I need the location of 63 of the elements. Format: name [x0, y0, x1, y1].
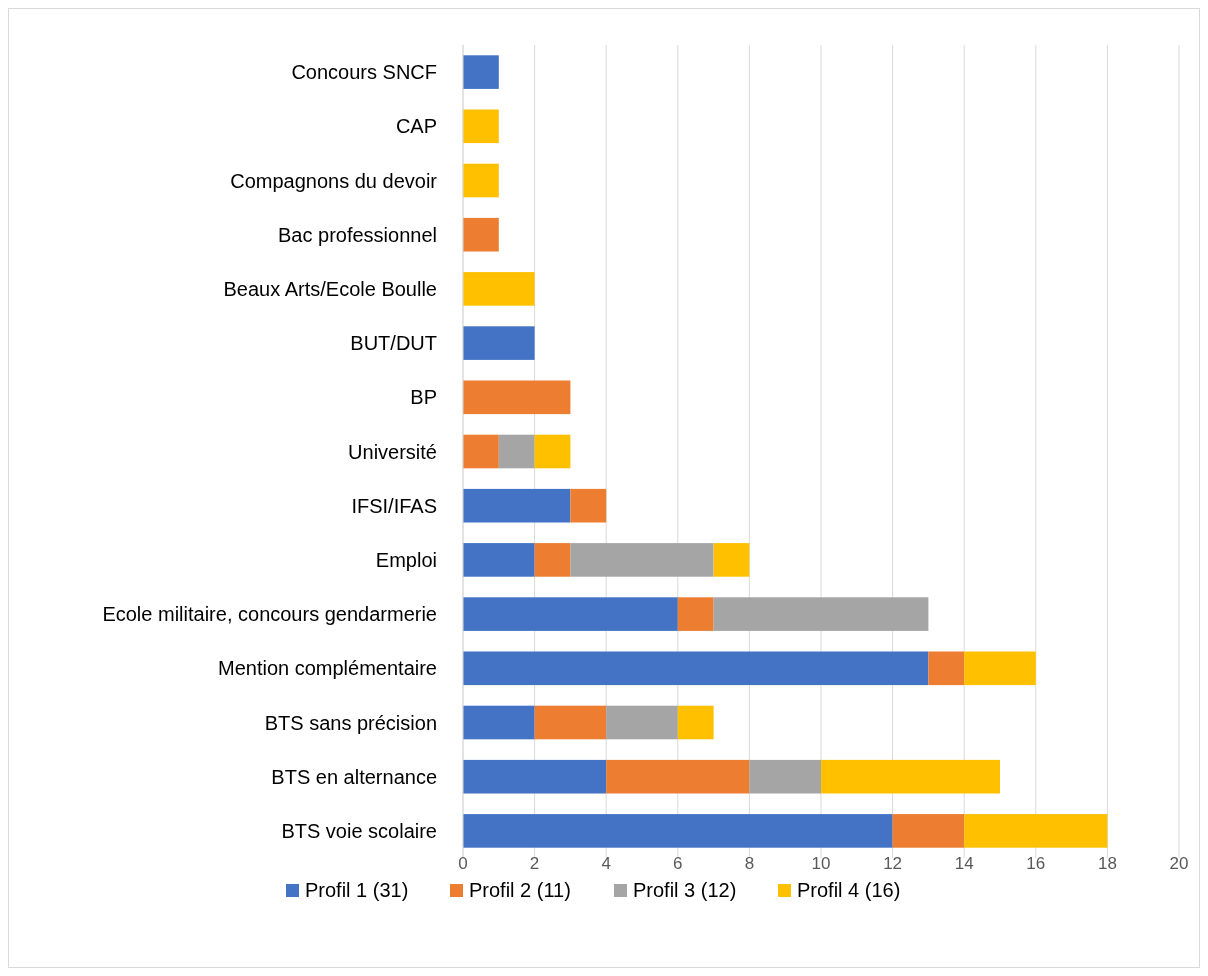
bar — [570, 543, 714, 577]
x-tick-label: 0 — [458, 854, 468, 873]
bar — [463, 597, 678, 631]
x-tick-label: 18 — [1097, 854, 1117, 873]
legend-label: Profil 3 (12) — [633, 879, 737, 901]
bar — [463, 488, 571, 523]
bar — [463, 109, 499, 144]
bar — [749, 759, 821, 794]
y-tick-label: BTS sans précision — [264, 711, 437, 734]
y-tick-label: IFSI/IFAS — [351, 494, 437, 517]
bar — [463, 55, 499, 89]
y-tick-label: Bac professionnel — [278, 223, 437, 246]
y-tick-label: Université — [348, 440, 437, 463]
bar — [463, 543, 535, 577]
bar — [534, 705, 607, 740]
x-tick-label: 12 — [883, 854, 903, 873]
x-tick-label: 16 — [1026, 854, 1046, 873]
y-tick-label: Compagnons du devoir — [230, 169, 438, 192]
bar — [534, 434, 571, 469]
x-tick-label: 8 — [744, 854, 755, 873]
bar — [463, 651, 929, 686]
bar — [606, 705, 678, 740]
x-tick-label: 4 — [601, 854, 611, 873]
bar — [463, 705, 535, 740]
y-tick-label: Emploi — [375, 548, 437, 571]
bar — [463, 759, 607, 794]
y-tick-label: BTS en alternance — [271, 765, 437, 788]
x-tick-label: 14 — [954, 854, 974, 873]
bar — [821, 759, 1000, 794]
y-tick-label: Concours SNCF — [291, 61, 437, 84]
bar — [677, 597, 714, 631]
y-tick-label: Beaux Arts/Ecole Boulle — [223, 277, 437, 300]
y-tick-label: CAP — [395, 115, 437, 138]
bar — [463, 434, 499, 469]
bar — [713, 543, 750, 577]
bar — [463, 326, 535, 360]
bar — [463, 814, 893, 848]
x-tick-label: 10 — [811, 854, 831, 873]
bar — [570, 488, 607, 523]
y-tick-label: Ecole militaire, concours gendarmerie — [102, 603, 437, 626]
y-tick-label: BTS voie scolaire — [281, 819, 437, 842]
y-tick-label: BP — [410, 386, 437, 409]
bar — [606, 759, 750, 794]
y-tick-label: BUT/DUT — [350, 332, 437, 355]
bar — [463, 217, 499, 252]
bar — [677, 705, 714, 740]
y-tick-label: Mention complémentaire — [218, 657, 437, 680]
bar — [534, 543, 571, 577]
bar — [713, 597, 929, 631]
bar — [928, 651, 965, 686]
bar — [463, 380, 571, 415]
bar — [498, 434, 535, 469]
bar — [964, 651, 1036, 686]
legend-label: Profil 1 (31) — [305, 879, 409, 901]
x-tick-label: 20 — [1169, 854, 1189, 873]
bar — [892, 814, 965, 848]
bar — [463, 272, 535, 306]
x-tick-label: 6 — [673, 854, 683, 873]
legend-label: Profil 2 (11) — [469, 879, 571, 901]
bar — [964, 814, 1108, 848]
bar — [463, 163, 499, 198]
x-tick-label: 2 — [529, 854, 540, 873]
legend-label: Profil 4 (16) — [797, 879, 901, 901]
